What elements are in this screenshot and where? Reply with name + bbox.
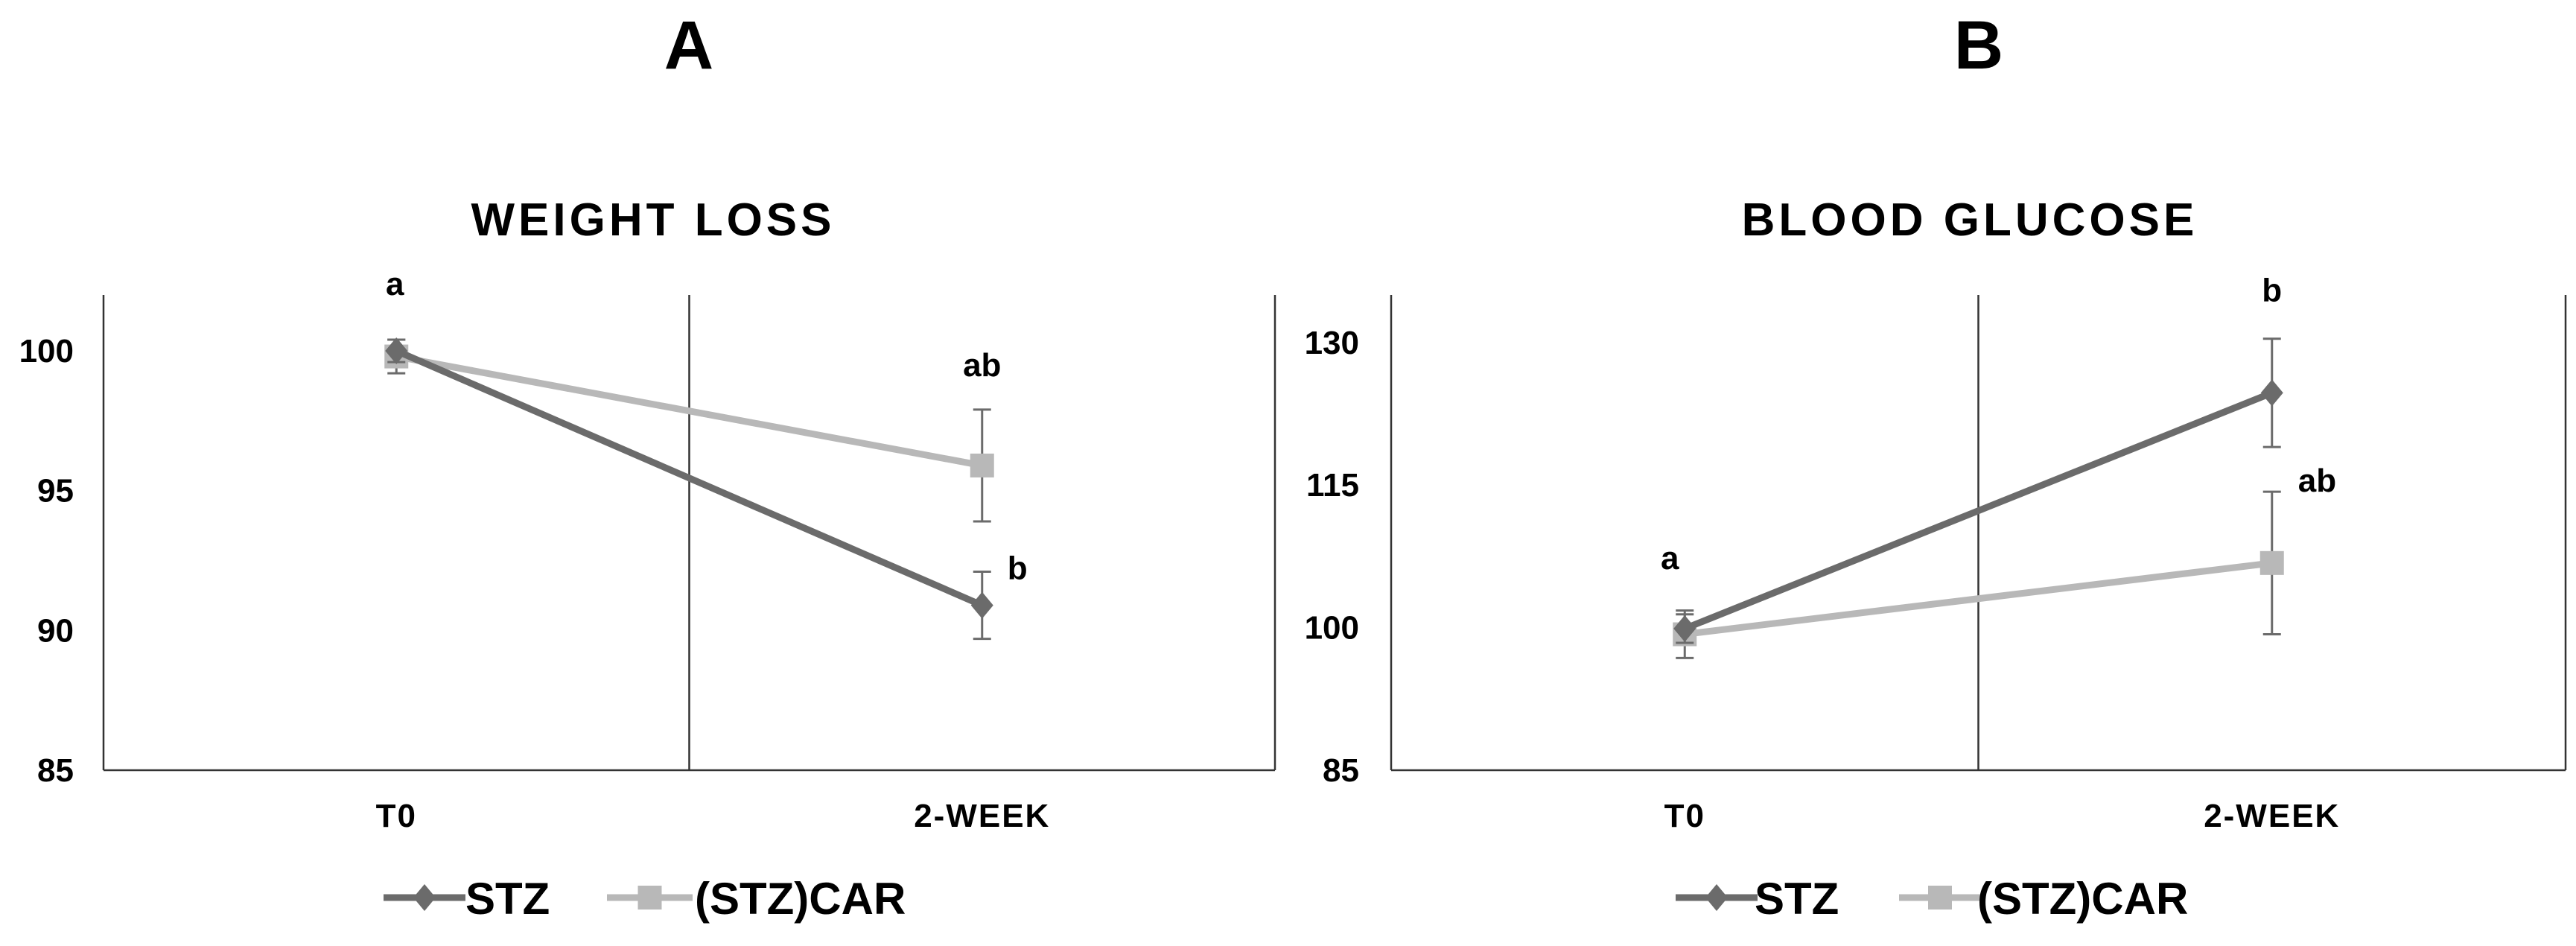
significance-label: b	[2262, 273, 2282, 309]
x-category-label: 2-WEEK	[2204, 798, 2340, 834]
y-tick-label: 85	[1323, 752, 1359, 789]
significance-label: b	[1008, 550, 1028, 587]
data-point-stz	[2260, 379, 2283, 407]
y-tick-label: 95	[37, 473, 74, 509]
legend-square-marker	[637, 886, 662, 910]
y-tick-label: 115	[1306, 467, 1359, 504]
legend-item-stz: STZ	[384, 874, 550, 924]
significance-label: ab	[963, 347, 1001, 384]
y-tick-label: 85	[37, 752, 74, 789]
legend-item-stz: STZ	[1676, 874, 1839, 924]
x-category-label: 2-WEEK	[914, 798, 1050, 834]
series-line-stz	[395, 347, 984, 609]
significance-label: a	[1661, 540, 1679, 577]
y-tick-label: 100	[1305, 610, 1359, 647]
data-point-stz	[1673, 615, 1696, 642]
chart-title: BLOOD GLUCOSE	[1742, 194, 2198, 246]
panel-letter: A	[664, 7, 713, 83]
legend-label: (STZ)CAR	[1977, 874, 2188, 924]
y-tick-label: 90	[37, 612, 74, 649]
legend-label: (STZ)CAR	[695, 874, 906, 924]
significance-label: a	[386, 266, 404, 302]
data-point-stz-car	[970, 453, 994, 477]
chart-title: WEIGHT LOSS	[471, 194, 836, 246]
data-point-stz	[385, 337, 408, 365]
series-line-stz-car	[395, 353, 983, 469]
significance-label: ab	[2298, 463, 2336, 499]
legend-label: STZ	[465, 874, 550, 924]
x-category-label: T0	[376, 798, 417, 834]
y-tick-label: 100	[19, 333, 74, 369]
data-point-stz	[970, 591, 993, 619]
series-line-stz-car	[1684, 559, 2273, 638]
x-category-label: T0	[1664, 798, 1705, 834]
y-tick-label: 130	[1305, 325, 1359, 361]
legend-square-marker	[1928, 886, 1952, 910]
legend-diamond-marker	[413, 884, 436, 911]
series-line-stz	[1683, 390, 2274, 632]
legend-item-stz-car: (STZ)CAR	[1899, 874, 2188, 924]
data-point-stz-car	[2259, 550, 2284, 575]
legend-label: STZ	[1755, 874, 1839, 924]
legend-item-stz-car: (STZ)CAR	[607, 874, 906, 924]
legend-diamond-marker	[1705, 884, 1728, 911]
panel-letter: B	[1954, 7, 2003, 83]
